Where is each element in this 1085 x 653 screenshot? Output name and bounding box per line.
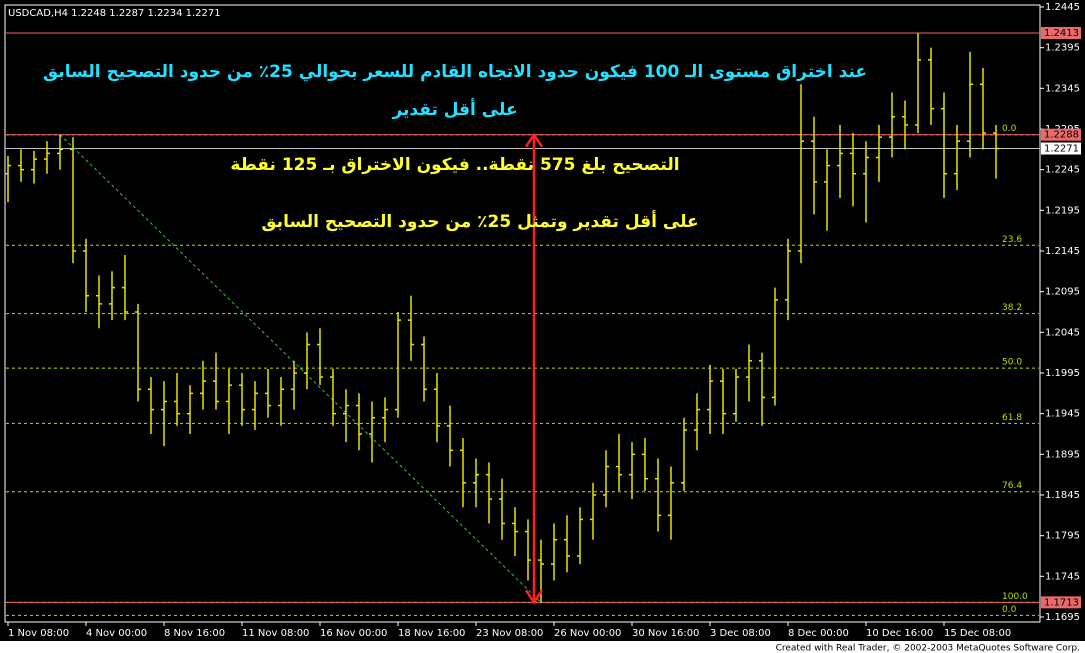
- price-box: [1041, 142, 1081, 155]
- y-tick-label: 1.1795: [1045, 531, 1080, 542]
- y-tick-label: 1.2195: [1045, 205, 1080, 216]
- price-label: 1.2271: [1044, 144, 1079, 155]
- arrow-head: [524, 589, 544, 605]
- price-label: 1.2288: [1044, 130, 1079, 141]
- fib-label: 0.0: [1002, 605, 1017, 615]
- x-tick-label: 10 Dec 16:00: [866, 628, 933, 639]
- fib-label: 61.8: [1002, 413, 1022, 423]
- y-tick-label: 1.2145: [1045, 246, 1080, 257]
- y-tick-label: 1.2245: [1045, 165, 1080, 176]
- x-tick-label: 18 Nov 16:00: [398, 628, 465, 639]
- x-tick-label: 16 Nov 00:00: [320, 628, 387, 639]
- price-box: [1041, 27, 1081, 40]
- y-tick-label: 1.2045: [1045, 327, 1080, 338]
- price-box: [1041, 128, 1081, 141]
- annotation: عند اختراق مستوى الـ 100 فيكون حدود الات…: [43, 62, 867, 82]
- x-tick-label: 8 Nov 16:00: [164, 628, 225, 639]
- symbol-header: USDCAD,H4 1.2248 1.2287 1.2234 1.2271: [8, 8, 221, 19]
- fib-label: 100.0: [1002, 592, 1028, 602]
- y-tick-label: 1.2395: [1045, 43, 1080, 54]
- fib-label: 23.6: [1002, 235, 1022, 245]
- annotation: التصحيح بلغ 575 نقطة.. فيكون الاختراق بـ…: [230, 155, 679, 175]
- footer-strip: [0, 641, 1085, 653]
- trendline: [59, 134, 542, 603]
- y-tick-label: 1.1745: [1045, 571, 1080, 582]
- footer: Created with Real Trader, © 2002-2003 Me…: [776, 644, 1080, 653]
- y-tick-label: 1.1995: [1045, 368, 1080, 379]
- x-tick-label: 3 Dec 08:00: [710, 628, 771, 639]
- x-tick-label: 15 Dec 08:00: [944, 628, 1011, 639]
- y-tick-label: 1.1895: [1045, 449, 1080, 460]
- price-box: [1041, 596, 1081, 609]
- x-tick-label: 11 Nov 08:00: [242, 628, 309, 639]
- fib-label: 38.2: [1002, 303, 1022, 313]
- x-tick-label: 1 Nov 08:00: [8, 628, 69, 639]
- annotation: على أقل تقدير: [391, 98, 517, 120]
- y-tick-label: 1.1845: [1045, 490, 1080, 501]
- y-tick-label: 1.1695: [1045, 612, 1080, 623]
- fib-label: 76.4: [1002, 481, 1022, 491]
- annotation: على أقل تقدير وتمثل 25٪ من حدود التصحيح …: [261, 210, 698, 232]
- fib-label: 0.0: [1002, 124, 1017, 134]
- plot-frame: [4, 4, 1041, 623]
- price-label: 1.1713: [1044, 597, 1079, 608]
- x-tick-label: 26 Nov 00:00: [554, 628, 621, 639]
- x-tick-label: 30 Nov 16:00: [632, 628, 699, 639]
- y-tick-label: 1.2095: [1045, 287, 1080, 298]
- x-tick-label: 4 Nov 00:00: [86, 628, 147, 639]
- y-tick-label: 1.2445: [1045, 2, 1080, 13]
- y-tick-label: 1.1945: [1045, 409, 1080, 420]
- x-tick-label: 23 Nov 08:00: [476, 628, 543, 639]
- fib-label: 50.0: [1002, 358, 1022, 368]
- price-label: 1.2413: [1044, 28, 1079, 39]
- y-tick-label: 1.2345: [1045, 83, 1080, 94]
- x-tick-label: 8 Dec 00:00: [788, 628, 849, 639]
- arrow-head: [524, 132, 544, 148]
